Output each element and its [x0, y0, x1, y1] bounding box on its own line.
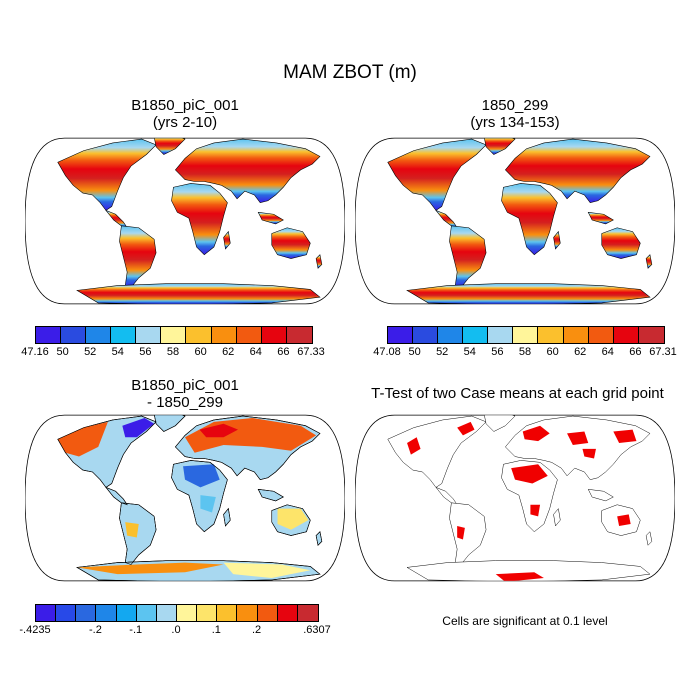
- colorbar-label: 64: [249, 346, 262, 358]
- panel-4-title-line1: T-Test of two Case means at each grid po…: [371, 385, 664, 402]
- colorbar-label: 47.08: [373, 346, 401, 358]
- significance-field: [387, 415, 653, 581]
- colorbar-label: 62: [222, 346, 235, 358]
- panel-1-map: [25, 137, 345, 305]
- colorbar-label: 56: [139, 346, 152, 358]
- colorbar-swatch: [513, 327, 539, 343]
- colorbar-panel-2-labels: 47.08 50 52 54 56 58 60 62 64 66 67.31: [373, 346, 677, 360]
- panel-4-map: [355, 414, 675, 582]
- colorbar-swatch: [613, 327, 639, 343]
- significance-footnote: Cells are significant at 0.1 level: [442, 614, 608, 628]
- colorbar-swatch: [563, 327, 589, 343]
- colorbar-panel-1: [35, 326, 313, 344]
- colorbar-swatch: [488, 327, 514, 343]
- colorbar-swatch: [56, 605, 77, 621]
- figure-title: MAM ZBOT (m): [283, 62, 417, 83]
- colorbar-label: .0: [171, 624, 181, 636]
- colorbar-label: 66: [277, 346, 290, 358]
- colorbar-label: 58: [166, 346, 180, 358]
- colorbar-label: 62: [574, 346, 587, 358]
- colorbar-label: 50: [408, 346, 421, 358]
- colorbar-swatch: [161, 327, 187, 343]
- land-field: [57, 415, 323, 581]
- colorbar-label: 67.33: [297, 346, 325, 358]
- panel-3-title: B1850_piC_001 - 1850_299: [25, 377, 345, 411]
- colorbar-swatch: [638, 327, 664, 343]
- colorbar-label: .1: [211, 624, 221, 636]
- colorbar-panel-3: [35, 604, 319, 622]
- panel-1-title: B1850_piC_001 (yrs 2-10): [25, 97, 345, 131]
- colorbar-swatch: [297, 605, 318, 621]
- panel-2-map: [355, 137, 675, 305]
- colorbar-swatch: [211, 327, 237, 343]
- colorbar-label: 54: [463, 346, 476, 358]
- colorbar-label: 66: [629, 346, 642, 358]
- colorbar-swatch: [176, 605, 198, 621]
- colorbar-swatch: [76, 605, 97, 621]
- colorbar-label: 52: [436, 346, 449, 358]
- colorbar-label: 47.16: [21, 346, 49, 358]
- colorbar-swatch: [217, 605, 238, 621]
- panel-2-title: 1850_299 (yrs 134-153): [355, 97, 675, 131]
- colorbar-swatch: [61, 327, 87, 343]
- colorbar-swatch: [186, 327, 212, 343]
- colorbar-panel-1-labels: 47.16 50 52 54 56 58 60 62 64 66 67.33: [21, 346, 325, 360]
- colorbar-swatch: [236, 327, 262, 343]
- colorbar-swatch: [388, 327, 414, 343]
- colorbar-label: 58: [518, 346, 532, 358]
- colorbar-label: 56: [491, 346, 504, 358]
- colorbar-swatch: [116, 605, 137, 621]
- colorbar-label: 64: [601, 346, 614, 358]
- panel-3-map: [25, 414, 345, 582]
- panel-4-title: T-Test of two Case means at each grid po…: [345, 385, 690, 402]
- colorbar-swatch: [136, 327, 162, 343]
- colorbar-label: 52: [84, 346, 97, 358]
- panel-3-title-line1: B1850_piC_001: [131, 377, 239, 394]
- colorbar-swatch: [261, 327, 287, 343]
- colorbar-label: .6307: [303, 624, 331, 636]
- colorbar-swatch: [111, 327, 137, 343]
- colorbar-swatch: [286, 327, 312, 343]
- colorbar-panel-3-labels: -.4235 -.2 -.1 .0 .1 .2 .6307: [19, 624, 330, 638]
- colorbar-label: 50: [56, 346, 69, 358]
- colorbar-swatch: [257, 605, 278, 621]
- colorbar-swatch: [237, 605, 258, 621]
- panel-1-title-line2: (yrs 2-10): [152, 114, 218, 131]
- colorbar-swatch: [96, 605, 117, 621]
- colorbar-label: -.2: [89, 624, 102, 636]
- colorbar-label: .2: [251, 624, 262, 636]
- panel-3-title-line2: - 1850_299: [147, 394, 223, 411]
- panel-2-title-line1: 1850_299: [481, 97, 549, 114]
- panel-2-title-line2: (yrs 134-153): [470, 114, 560, 131]
- colorbar-swatch: [413, 327, 439, 343]
- colorbar-swatch: [588, 327, 614, 343]
- colorbar-label: -.1: [129, 624, 143, 636]
- colorbar-label: 67.31: [649, 346, 677, 358]
- colorbar-swatch: [438, 327, 464, 343]
- colorbar-label: 54: [111, 346, 124, 358]
- colorbar-swatch: [538, 327, 564, 343]
- colorbar-swatch: [463, 327, 489, 343]
- colorbar-swatch: [86, 327, 112, 343]
- colorbar-swatch: [197, 605, 218, 621]
- colorbar-label: -.4235: [19, 624, 51, 636]
- colorbar-swatch: [277, 605, 298, 621]
- colorbar-label: 60: [546, 346, 559, 358]
- colorbar-label: 60: [194, 346, 207, 358]
- colorbar-swatch: [36, 327, 62, 343]
- colorbar-swatch: [36, 605, 57, 621]
- colorbar-swatch: [136, 605, 157, 621]
- colorbar-panel-2: [387, 326, 665, 344]
- colorbar-swatch: [156, 605, 177, 621]
- panel-1-title-line1: B1850_piC_001: [131, 97, 239, 114]
